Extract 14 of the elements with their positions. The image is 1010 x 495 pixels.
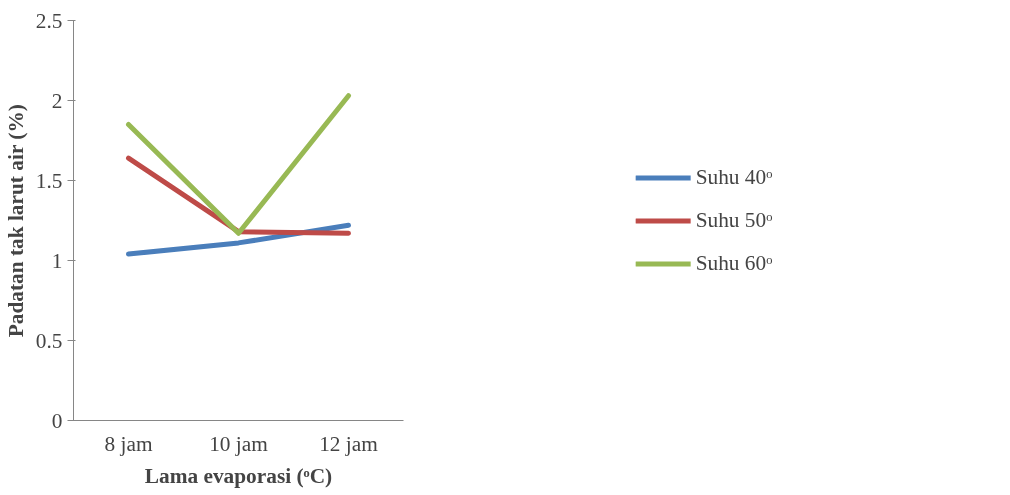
y-tick-label: 1 bbox=[51, 248, 63, 273]
y-tick-label: 2 bbox=[51, 88, 63, 113]
y-tick-label: 2.5 bbox=[35, 8, 63, 33]
x-tick-label: 8 jam bbox=[104, 431, 153, 456]
x-tick-label: 12 jam bbox=[319, 431, 379, 456]
y-axis-title: Padatan tak larut air (%) bbox=[3, 104, 28, 338]
y-tick-label: 0 bbox=[51, 408, 63, 433]
legend-label: Suhu 60ᵒ bbox=[695, 250, 773, 276]
legend-label: Suhu 40ᵒ bbox=[695, 164, 773, 190]
x-tick-label: 10 jam bbox=[209, 431, 269, 456]
y-tick-label: 1.5 bbox=[35, 168, 63, 193]
legend-label: Suhu 50ᵒ bbox=[695, 207, 773, 233]
x-axis-title: Lama evaporasi (ᵒC) bbox=[144, 463, 333, 488]
y-tick-label: 0.5 bbox=[35, 328, 63, 353]
